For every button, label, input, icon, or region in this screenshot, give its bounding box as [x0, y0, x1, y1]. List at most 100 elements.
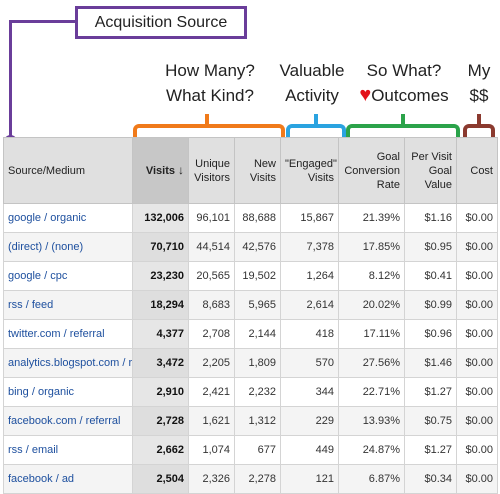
cell-goal: 20.02%: [338, 290, 405, 320]
cell-new: 2,232: [234, 377, 281, 407]
goal-header-line2: Conversion: [344, 164, 400, 177]
cell-unique: 2,326: [188, 464, 235, 494]
cell-new: 42,576: [234, 232, 281, 262]
callout-connector-vertical: [9, 20, 12, 140]
acquisition-report-table: Source/Medium Visits ↓ Unique Visitors New…: [3, 137, 498, 494]
cell-source[interactable]: google / organic: [3, 203, 133, 233]
heart-icon: ♥: [359, 84, 372, 106]
engaged-header-line2: Visits: [307, 171, 334, 184]
cell-goal: 22.71%: [338, 377, 405, 407]
cell-pervisit: $1.16: [404, 203, 457, 233]
so-what-bracket-stem: [401, 114, 405, 124]
table-row: analytics.blogspot.com / r 3,472 2,205 1,80…: [3, 348, 498, 378]
cell-goal: 17.11%: [338, 319, 405, 349]
cell-unique: 2,205: [188, 348, 235, 378]
acquisition-source-callout: Acquisition Source: [75, 6, 247, 39]
cell-goal: 8.12%: [338, 261, 405, 291]
cell-engaged: 449: [280, 435, 339, 465]
col-per-visit-goal-value[interactable]: Per Visit Goal Value: [404, 137, 457, 204]
cell-cost: $0.00: [456, 203, 498, 233]
col-goal-conversion-rate[interactable]: Goal Conversion Rate: [338, 137, 405, 204]
col-new-visits[interactable]: New Visits: [234, 137, 281, 204]
table-row: bing / organic 2,910 2,421 2,232 344 22.71% $1…: [3, 377, 498, 407]
cell-source[interactable]: rss / email: [3, 435, 133, 465]
cell-new: 88,688: [234, 203, 281, 233]
table-row: twitter.com / referral 4,377 2,708 2,144 418…: [3, 319, 498, 349]
cell-source[interactable]: facebook / ad: [3, 464, 133, 494]
cell-source[interactable]: bing / organic: [3, 377, 133, 407]
arrow-down-icon: ↓: [178, 163, 184, 177]
col-engaged-visits[interactable]: "Engaged" Visits: [280, 137, 339, 204]
how-many-text: How Many?: [165, 61, 255, 80]
cell-new: 1,312: [234, 406, 281, 436]
cell-source[interactable]: google / cpc: [3, 261, 133, 291]
cell-pervisit: $0.96: [404, 319, 457, 349]
pervisit-header-line2: Goal: [428, 164, 452, 177]
valuable-bracket-stem: [314, 114, 318, 124]
cell-pervisit: $1.27: [404, 435, 457, 465]
table-row: google / cpc 23,230 20,565 19,502 1,264 8.12%…: [3, 261, 498, 291]
cell-visits: 2,662: [132, 435, 189, 465]
cell-engaged: 2,614: [280, 290, 339, 320]
how-many-bracket: [133, 124, 285, 138]
cell-new: 19,502: [234, 261, 281, 291]
cell-new: 677: [234, 435, 281, 465]
cell-cost: $0.00: [456, 290, 498, 320]
cell-pervisit: $1.27: [404, 377, 457, 407]
acquisition-source-label: Acquisition Source: [94, 13, 228, 31]
cell-source[interactable]: twitter.com / referral: [3, 319, 133, 349]
cell-engaged: 229: [280, 406, 339, 436]
cell-source[interactable]: rss / feed: [3, 290, 133, 320]
cell-visits: 2,728: [132, 406, 189, 436]
callout-connector: [9, 20, 77, 23]
cell-unique: 2,421: [188, 377, 235, 407]
cell-goal: 13.93%: [338, 406, 405, 436]
col-visits[interactable]: Visits ↓: [132, 137, 189, 204]
cell-unique: 44,514: [188, 232, 235, 262]
cell-visits: 18,294: [132, 290, 189, 320]
cell-cost: $0.00: [456, 377, 498, 407]
table-row: facebook.com / referral 2,728 1,621 1,312 22…: [3, 406, 498, 436]
cell-visits: 4,377: [132, 319, 189, 349]
cell-unique: 1,074: [188, 435, 235, 465]
valuable-text: Valuable: [279, 61, 345, 80]
cell-pervisit: $1.46: [404, 348, 457, 378]
col-cost[interactable]: Cost: [456, 137, 498, 204]
my-text: My: [467, 61, 491, 80]
cell-new: 1,809: [234, 348, 281, 378]
cell-source[interactable]: facebook.com / referral: [3, 406, 133, 436]
cell-visits: 2,910: [132, 377, 189, 407]
so-what-text: So What?: [366, 61, 442, 80]
cell-pervisit: $0.99: [404, 290, 457, 320]
table-row: rss / feed 18,294 8,683 5,965 2,614 20.02% $0.…: [3, 290, 498, 320]
cell-unique: 1,621: [188, 406, 235, 436]
cell-source[interactable]: (direct) / (none): [3, 232, 133, 262]
cell-goal: 17.85%: [338, 232, 405, 262]
col-source-medium[interactable]: Source/Medium: [3, 137, 133, 204]
cell-cost: $0.00: [456, 435, 498, 465]
so-what-outcomes-label: So What? ♥Outcomes: [352, 58, 456, 108]
unique-header-line2: Visitors: [194, 171, 230, 184]
cell-pervisit: $0.75: [404, 406, 457, 436]
cost-header-label: Cost: [470, 164, 493, 177]
my-bracket: [463, 124, 495, 138]
table-row: facebook / ad 2,504 2,326 2,278 121 6.87% $0.3…: [3, 464, 498, 494]
cell-cost: $0.00: [456, 319, 498, 349]
cell-cost: $0.00: [456, 261, 498, 291]
how-many-bracket-stem: [205, 114, 209, 124]
cell-pervisit: $0.95: [404, 232, 457, 262]
cell-cost: $0.00: [456, 348, 498, 378]
goal-header-line1: Goal: [376, 150, 400, 163]
goal-header-line3: Rate: [376, 178, 400, 191]
cell-visits: 3,472: [132, 348, 189, 378]
engaged-header-line1: "Engaged": [285, 157, 337, 170]
col-unique-visitors[interactable]: Unique Visitors: [188, 137, 235, 204]
outcomes-line: ♥Outcomes: [352, 83, 456, 108]
cell-engaged: 418: [280, 319, 339, 349]
cell-pervisit: $0.41: [404, 261, 457, 291]
cell-engaged: 1,264: [280, 261, 339, 291]
what-kind-text: What Kind?: [166, 86, 254, 105]
cell-source[interactable]: analytics.blogspot.com / r: [3, 348, 133, 378]
cell-unique: 20,565: [188, 261, 235, 291]
outcomes-text: Outcomes: [371, 86, 449, 105]
